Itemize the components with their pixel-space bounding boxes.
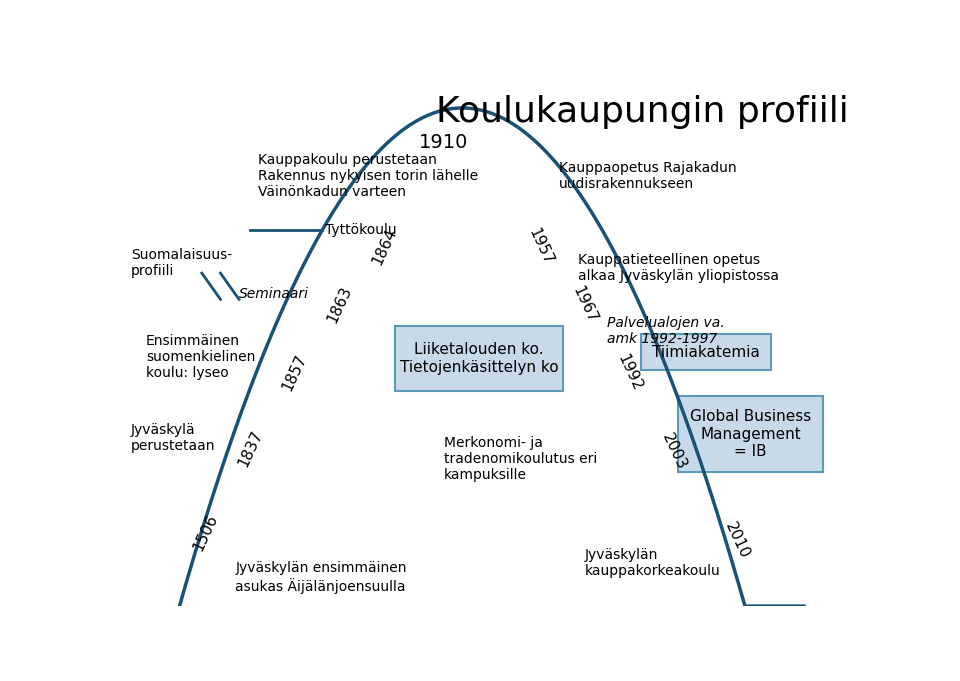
Text: 1957: 1957 [525, 226, 555, 268]
Text: Ensimmäinen
suomenkielinen
koulu: lyseo: Ensimmäinen suomenkielinen koulu: lyseo [146, 334, 255, 380]
Text: 2010: 2010 [723, 520, 753, 561]
Text: 2003: 2003 [660, 430, 689, 472]
Text: Kauppatieteellinen opetus
alkaa Jyväskylän yliopistossa: Kauppatieteellinen opetus alkaa Jyväskyl… [578, 253, 779, 283]
Text: Global Business
Management
= IB: Global Business Management = IB [690, 409, 811, 459]
Text: 1857: 1857 [280, 352, 310, 394]
Text: Jyväskylän
kauppakorkeakoulu: Jyväskylän kauppakorkeakoulu [585, 548, 721, 578]
Text: Suomalaisuus-
profiili: Suomalaisuus- profiili [132, 247, 232, 278]
Text: Jyväskylän ensimmäinen
asukas Äijälänjoensuulla: Jyväskylän ensimmäinen asukas Äijälänjoe… [235, 561, 407, 594]
FancyBboxPatch shape [641, 334, 771, 370]
FancyBboxPatch shape [396, 326, 563, 391]
Text: Liiketalouden ko.
Tietojenkäsittelyn ko: Liiketalouden ko. Tietojenkäsittelyn ko [399, 342, 559, 375]
Text: 1506: 1506 [191, 512, 221, 554]
Text: 1992: 1992 [614, 352, 644, 394]
Text: Seminaari: Seminaari [239, 287, 309, 301]
Text: Tiimiakatemia: Tiimiakatemia [652, 345, 759, 360]
Text: 1910: 1910 [419, 133, 468, 152]
Text: Palvelualojen va.
amk 1992-1997: Palvelualojen va. amk 1992-1997 [608, 316, 725, 346]
Text: 1863: 1863 [324, 284, 354, 326]
Text: Koulukaupungin profiili: Koulukaupungin profiili [437, 95, 849, 129]
Text: Merkonomi- ja
tradenomikoulutus eri
kampuksille: Merkonomi- ja tradenomikoulutus eri kamp… [444, 436, 597, 482]
Text: 1864: 1864 [370, 226, 399, 268]
Text: Jyväskylä
perustetaan: Jyväskylä perustetaan [132, 423, 216, 454]
FancyBboxPatch shape [678, 396, 823, 473]
Text: 1967: 1967 [570, 284, 600, 326]
Text: Kauppakoulu perustetaan
Rakennus nykyisen torin lähelle
Väinönkadun varteen: Kauppakoulu perustetaan Rakennus nykyise… [257, 153, 478, 200]
Text: Kauppaopetus Rajakadun
uudisrakennukseen: Kauppaopetus Rajakadun uudisrakennukseen [559, 161, 736, 191]
Text: 1837: 1837 [235, 428, 265, 469]
Text: Tyttökoulu: Tyttökoulu [324, 223, 396, 236]
